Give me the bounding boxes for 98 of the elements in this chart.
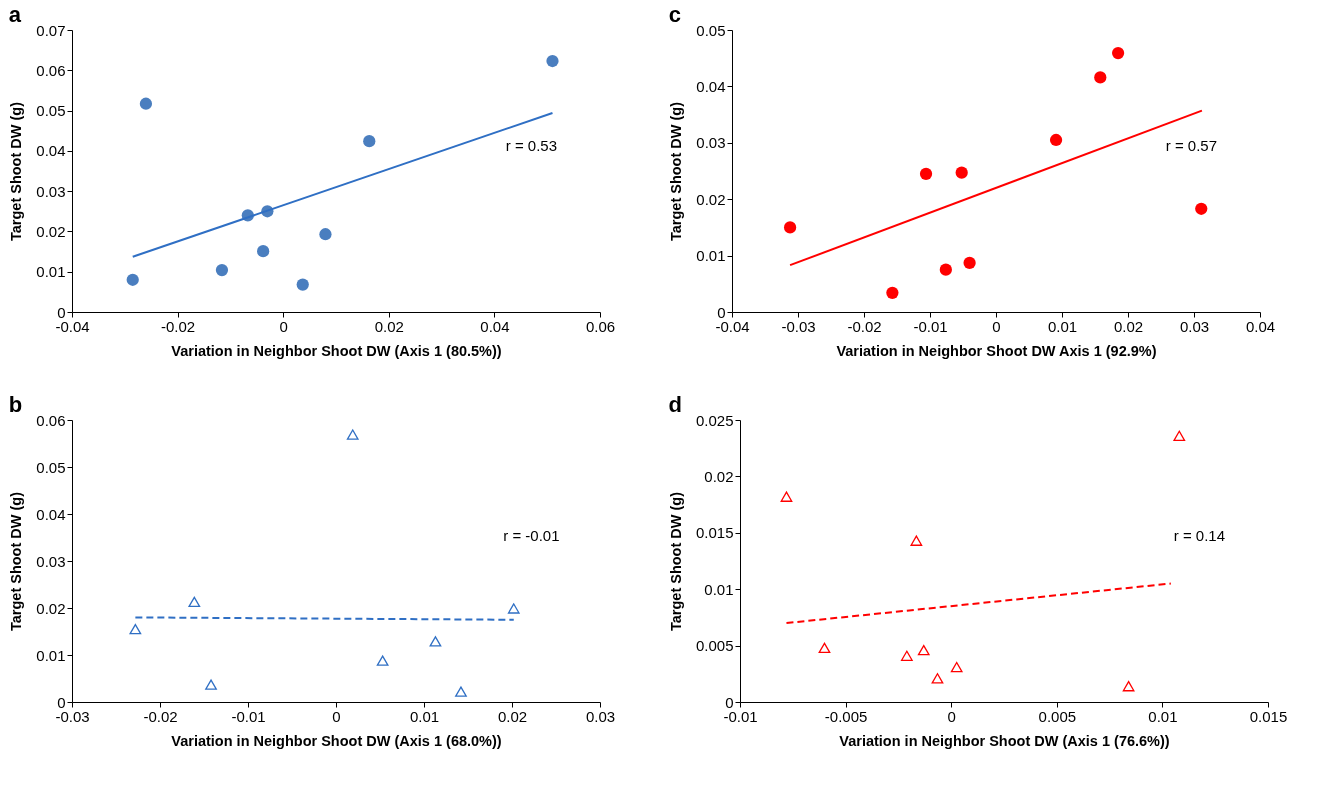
point	[363, 135, 376, 148]
y-tick-label: 0.015	[695, 524, 734, 542]
y-tick-label: 0.03	[36, 182, 66, 200]
x-tick-label: -0.01	[913, 317, 948, 335]
x-tick-label: 0.01	[1047, 317, 1078, 335]
chart-title: a	[8, 2, 22, 27]
x-tick-label: 0	[279, 317, 288, 335]
point	[126, 273, 139, 286]
point	[376, 655, 389, 666]
point	[886, 286, 899, 299]
point	[455, 686, 467, 697]
point	[1195, 202, 1208, 215]
y-tick-label: 0.06	[36, 61, 66, 79]
y-tick-label: 0.02	[36, 599, 66, 617]
y-tick-label: 0.05	[36, 102, 66, 120]
x-tick-label: -0.03	[781, 317, 816, 335]
point	[939, 263, 952, 276]
x-tick-label: 0.02	[497, 707, 528, 725]
y-tick-label: 0.04	[36, 142, 66, 160]
point	[139, 97, 153, 110]
x-tick-label: 0.03	[585, 707, 616, 725]
point	[346, 429, 359, 440]
point	[780, 491, 793, 502]
x-tick-label: 0.01	[409, 707, 440, 725]
x-tick-label: -0.02	[847, 317, 882, 335]
y-tick-label: 0.07	[36, 21, 66, 39]
y-tick-label: 0.02	[704, 467, 734, 485]
y-tick-label: 0.04	[696, 77, 726, 95]
y-axis-title: Target Shoot DW (g)	[668, 101, 685, 242]
point	[129, 623, 142, 635]
y-axis-title: Target Shoot DW (g)	[8, 101, 25, 242]
x-tick-label: 0.06	[585, 317, 616, 335]
x-tick-label: 0.01	[1148, 707, 1178, 725]
x-tick-label: -0.02	[143, 707, 178, 725]
x-axis-title: Variation in Neighbor Shoot DW (Axis 1 (76.6%))	[839, 732, 1170, 749]
y-tick-label: 0.01	[36, 646, 66, 664]
point	[546, 54, 559, 68]
point	[818, 642, 831, 654]
x-tick-label: 0	[992, 317, 1001, 335]
y-tick-label: 0.01	[704, 580, 734, 598]
point	[215, 263, 229, 277]
point	[963, 256, 976, 270]
point	[1122, 681, 1135, 692]
point	[950, 661, 963, 673]
x-tick-label: 0	[332, 707, 341, 725]
x-tick-label: 0.03	[1179, 317, 1210, 335]
y-tick-label: 0.02	[696, 190, 726, 208]
point	[507, 603, 520, 614]
point	[205, 679, 217, 690]
chart-title: c	[668, 2, 682, 27]
point	[257, 245, 270, 258]
y-tick-label: 0.04	[36, 505, 66, 523]
annotation: r = 0.57	[1165, 136, 1218, 154]
y-tick-label: 0.03	[36, 552, 66, 570]
annotation: r = -0.01	[503, 526, 560, 544]
y-tick-label: 0.025	[695, 411, 734, 429]
x-axis-title: Variation in Neighbor Shoot DW (Axis 1 (80.5%))	[171, 342, 502, 359]
x-tick-label: 0.04	[480, 317, 510, 335]
x-tick-label: 0.015	[1249, 707, 1288, 725]
x-tick-label: 0.02	[374, 317, 404, 335]
annotation: r = 0.53	[505, 136, 558, 154]
y-tick-label: 0.01	[696, 247, 726, 265]
point	[1173, 430, 1186, 441]
point	[900, 650, 913, 661]
point	[1094, 71, 1107, 84]
x-tick-label: 0	[947, 707, 956, 725]
x-tick-label: -0.01	[231, 707, 266, 725]
y-tick-label: 0.005	[695, 637, 734, 655]
y-tick-label: 0.03	[696, 134, 726, 152]
y-axis-title: Target Shoot DW (g)	[667, 491, 684, 632]
point	[919, 167, 933, 180]
point	[1111, 47, 1125, 60]
annotation: r = 0.14	[1173, 526, 1226, 544]
y-tick-label: 0.05	[36, 458, 66, 476]
point	[319, 228, 332, 241]
point	[429, 636, 442, 647]
chart-title: b	[8, 392, 23, 417]
y-axis-title: Target Shoot DW (g)	[8, 491, 25, 632]
point	[783, 221, 797, 234]
point	[931, 673, 944, 684]
x-tick-label: 0.04	[1245, 317, 1276, 335]
x-tick-label: 0.02	[1113, 317, 1144, 335]
y-tick-label: 0.06	[36, 411, 66, 429]
x-axis-title: Variation in Neighbor Shoot DW (Axis 1 (68.0%))	[171, 732, 502, 749]
y-tick-label: 0.02	[36, 222, 66, 240]
point	[955, 166, 968, 179]
x-axis-title: Variation in Neighbor Shoot DW Axis 1 (92.9%)	[836, 342, 1157, 359]
x-tick-label: 0.005	[1038, 707, 1077, 725]
point	[917, 644, 930, 656]
point	[910, 535, 923, 546]
point	[296, 278, 309, 291]
y-tick-label: 0.05	[696, 21, 726, 39]
chart-title: d	[668, 392, 682, 417]
point	[188, 596, 201, 608]
x-tick-label: -0.02	[161, 317, 196, 335]
point	[1049, 133, 1063, 147]
x-tick-label: -0.005	[824, 707, 868, 725]
y-tick-label: 0.01	[36, 263, 66, 281]
